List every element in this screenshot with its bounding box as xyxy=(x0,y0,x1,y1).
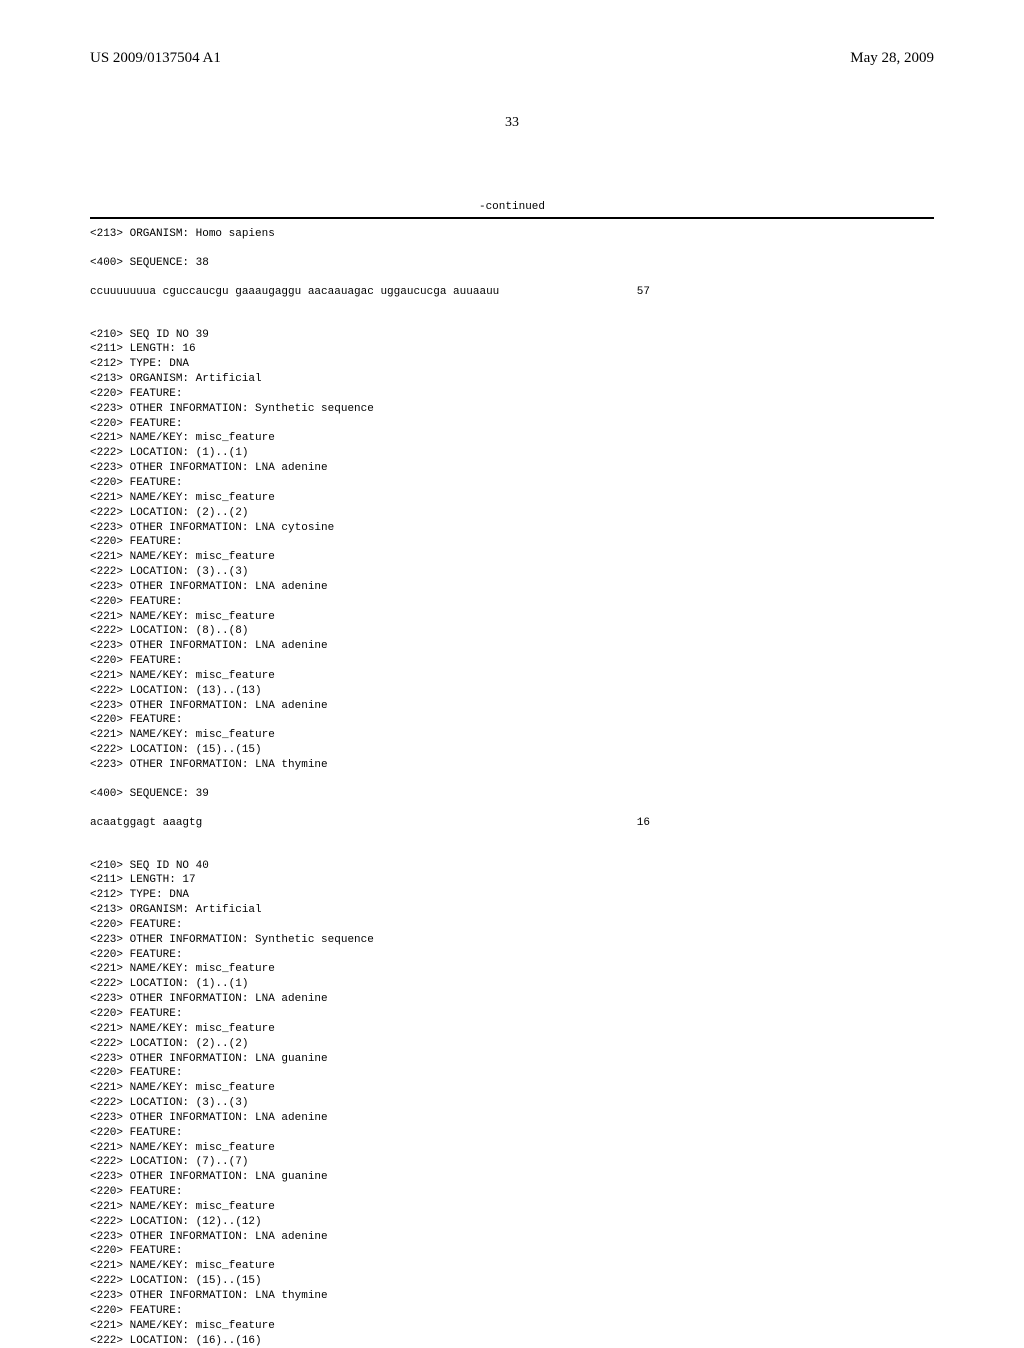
sequence-line: <223> OTHER INFORMATION: LNA adenine xyxy=(90,1111,934,1126)
sequence-listing: <213> ORGANISM: Homo sapiens <400> SEQUEN… xyxy=(90,227,934,1348)
sequence-line: <223> OTHER INFORMATION: Synthetic seque… xyxy=(90,402,934,417)
sequence-line: <223> OTHER INFORMATION: LNA adenine xyxy=(90,461,934,476)
sequence-line: <221> NAME/KEY: misc_feature xyxy=(90,1022,934,1037)
sequence-line: <213> ORGANISM: Artificial xyxy=(90,903,934,918)
sequence-line: <210> SEQ ID NO 39 xyxy=(90,328,934,343)
sequence-line: <221> NAME/KEY: misc_feature xyxy=(90,610,934,625)
sequence-line: <223> OTHER INFORMATION: LNA cytosine xyxy=(90,521,934,536)
sequence-line: <222> LOCATION: (2)..(2) xyxy=(90,506,934,521)
sequence-line: <222> LOCATION: (3)..(3) xyxy=(90,565,934,580)
sequence-line: <222> LOCATION: (12)..(12) xyxy=(90,1215,934,1230)
continued-label: -continued xyxy=(90,201,934,213)
page-number: 33 xyxy=(90,115,934,131)
sequence-line: <220> FEATURE: xyxy=(90,713,934,728)
sequence-line: <221> NAME/KEY: misc_feature xyxy=(90,1081,934,1096)
sequence-line: <220> FEATURE: xyxy=(90,535,934,550)
sequence-line: <212> TYPE: DNA xyxy=(90,357,934,372)
sequence-data-row: ccuuuuuuua cguccaucgu gaaaugaggu aacaaua… xyxy=(90,285,650,300)
blank-line xyxy=(90,314,934,328)
sequence-line: <222> LOCATION: (13)..(13) xyxy=(90,684,934,699)
sequence-line: <211> LENGTH: 17 xyxy=(90,873,934,888)
sequence-line: <220> FEATURE: xyxy=(90,918,934,933)
sequence-line: <222> LOCATION: (3)..(3) xyxy=(90,1096,934,1111)
sequence-line: <222> LOCATION: (8)..(8) xyxy=(90,624,934,639)
page-header: US 2009/0137504 A1 May 28, 2009 xyxy=(90,50,934,67)
sequence-line: <222> LOCATION: (2)..(2) xyxy=(90,1037,934,1052)
blank-line xyxy=(90,271,934,285)
blank-line xyxy=(90,831,934,845)
sequence-line: <221> NAME/KEY: misc_feature xyxy=(90,1200,934,1215)
sequence-line: <213> ORGANISM: Artificial xyxy=(90,372,934,387)
sequence-line: <223> OTHER INFORMATION: LNA guanine xyxy=(90,1170,934,1185)
sequence-line: <211> LENGTH: 16 xyxy=(90,342,934,357)
sequence-line: <223> OTHER INFORMATION: LNA guanine xyxy=(90,1052,934,1067)
sequence-line: <221> NAME/KEY: misc_feature xyxy=(90,1141,934,1156)
sequence-line: <223> OTHER INFORMATION: LNA adenine xyxy=(90,639,934,654)
sequence-line: <220> FEATURE: xyxy=(90,1007,934,1022)
sequence-line: <220> FEATURE: xyxy=(90,1126,934,1141)
sequence-line: <222> LOCATION: (16)..(16) xyxy=(90,1334,934,1348)
sequence-line: <220> FEATURE: xyxy=(90,476,934,491)
sequence-line: <223> OTHER INFORMATION: LNA adenine xyxy=(90,699,934,714)
sequence-line: <223> OTHER INFORMATION: LNA thymine xyxy=(90,1289,934,1304)
sequence-line: <223> OTHER INFORMATION: LNA adenine xyxy=(90,580,934,595)
sequence-line: <222> LOCATION: (1)..(1) xyxy=(90,977,934,992)
sequence-line: <222> LOCATION: (15)..(15) xyxy=(90,1274,934,1289)
blank-line xyxy=(90,773,934,787)
sequence-data-row: acaatggagt aaagtg 16 xyxy=(90,816,650,831)
publication-date: May 28, 2009 xyxy=(850,50,934,67)
sequence-line: <210> SEQ ID NO 40 xyxy=(90,859,934,874)
sequence-line: <222> LOCATION: (1)..(1) xyxy=(90,446,934,461)
sequence-line: <221> NAME/KEY: misc_feature xyxy=(90,669,934,684)
sequence-line: <223> OTHER INFORMATION: LNA adenine xyxy=(90,992,934,1007)
sequence-line: <220> FEATURE: xyxy=(90,948,934,963)
sequence-string: ccuuuuuuua cguccaucgu gaaaugaggu aacaaua… xyxy=(90,285,499,300)
sequence-line: <221> NAME/KEY: misc_feature xyxy=(90,550,934,565)
sequence-line: <212> TYPE: DNA xyxy=(90,888,934,903)
blank-line xyxy=(90,802,934,816)
publication-number: US 2009/0137504 A1 xyxy=(90,50,221,67)
sequence-length-number: 57 xyxy=(637,285,650,300)
sequence-line: <223> OTHER INFORMATION: LNA adenine xyxy=(90,1230,934,1245)
sequence-line: <221> NAME/KEY: misc_feature xyxy=(90,1319,934,1334)
sequence-line: <220> FEATURE: xyxy=(90,595,934,610)
blank-line xyxy=(90,845,934,859)
sequence-line: <213> ORGANISM: Homo sapiens xyxy=(90,227,934,242)
blank-line xyxy=(90,300,934,314)
sequence-length-number: 16 xyxy=(637,816,650,831)
sequence-line: <220> FEATURE: xyxy=(90,1244,934,1259)
sequence-line: <220> FEATURE: xyxy=(90,654,934,669)
sequence-line: <222> LOCATION: (7)..(7) xyxy=(90,1155,934,1170)
sequence-line: <400> SEQUENCE: 38 xyxy=(90,256,934,271)
sequence-line: <220> FEATURE: xyxy=(90,1185,934,1200)
sequence-line: <221> NAME/KEY: misc_feature xyxy=(90,431,934,446)
sequence-line: <220> FEATURE: xyxy=(90,387,934,402)
sequence-line: <223> OTHER INFORMATION: LNA thymine xyxy=(90,758,934,773)
blank-line xyxy=(90,242,934,256)
sequence-line: <220> FEATURE: xyxy=(90,1066,934,1081)
sequence-line: <221> NAME/KEY: misc_feature xyxy=(90,491,934,506)
sequence-line: <220> FEATURE: xyxy=(90,417,934,432)
sequence-line: <222> LOCATION: (15)..(15) xyxy=(90,743,934,758)
sequence-line: <220> FEATURE: xyxy=(90,1304,934,1319)
sequence-line: <221> NAME/KEY: misc_feature xyxy=(90,728,934,743)
sequence-line: <223> OTHER INFORMATION: Synthetic seque… xyxy=(90,933,934,948)
sequence-line: <221> NAME/KEY: misc_feature xyxy=(90,962,934,977)
sequence-string: acaatggagt aaagtg xyxy=(90,816,202,831)
sequence-line: <221> NAME/KEY: misc_feature xyxy=(90,1259,934,1274)
divider-line xyxy=(90,217,934,219)
sequence-line: <400> SEQUENCE: 39 xyxy=(90,787,934,802)
